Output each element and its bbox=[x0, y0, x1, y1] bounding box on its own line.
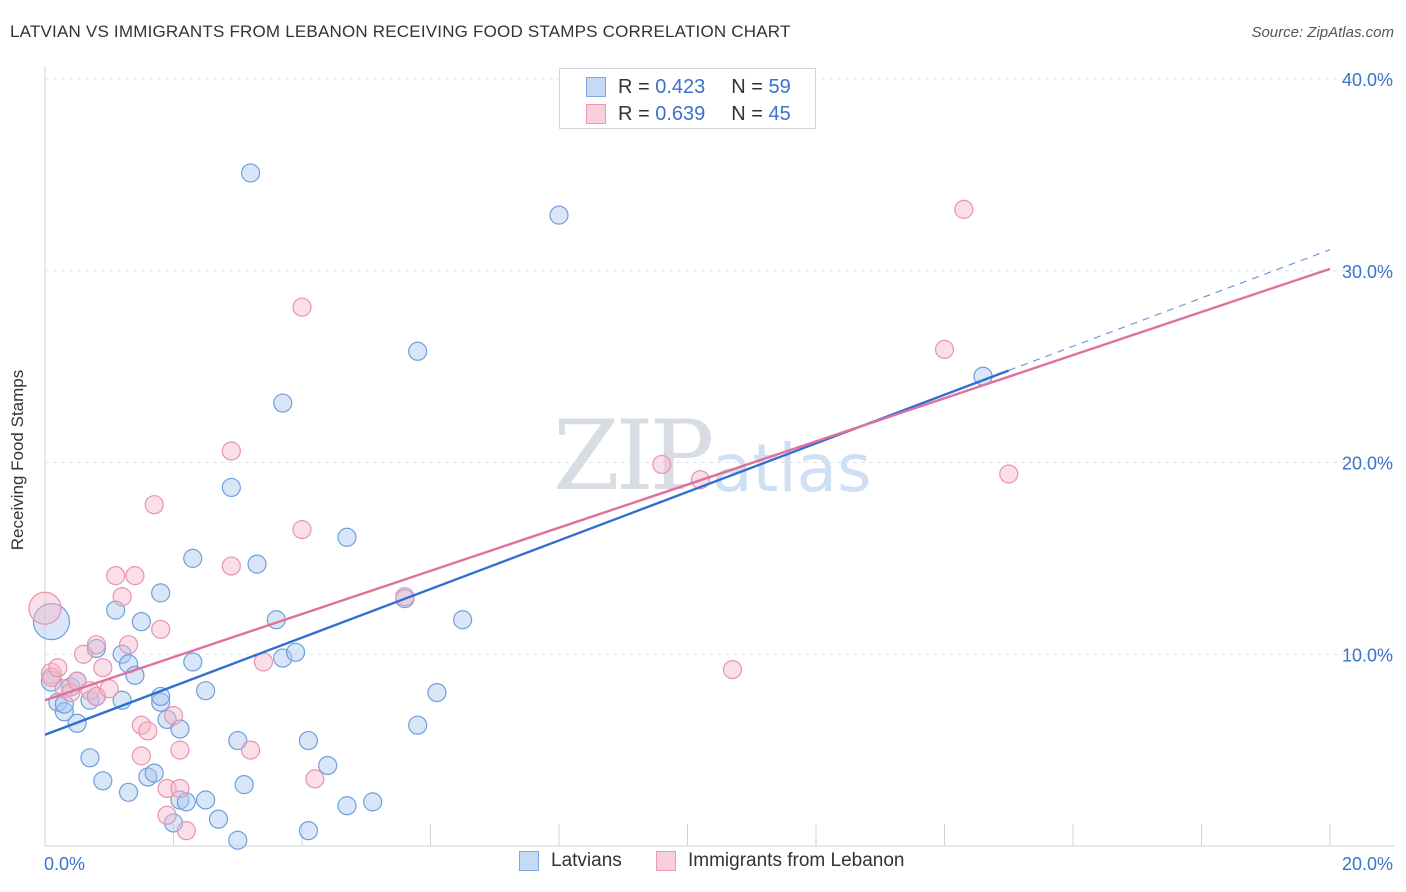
legend-lebanon-swatch bbox=[656, 851, 676, 871]
latvians-point bbox=[183, 548, 203, 568]
lebanon-n-label: N = bbox=[731, 102, 769, 125]
latvians-point bbox=[453, 610, 473, 630]
lebanon-point bbox=[48, 658, 68, 678]
lebanon-point bbox=[292, 520, 312, 540]
legend-latvians-swatch bbox=[519, 851, 539, 871]
lebanon-swatch bbox=[586, 104, 606, 124]
latvians-n-value: 59 bbox=[768, 75, 791, 98]
latvians-point bbox=[151, 692, 171, 712]
y-tick-label: 30.0% bbox=[1342, 262, 1393, 282]
lebanon-n-value: 45 bbox=[768, 102, 791, 125]
x-tick-label-min: 0.0% bbox=[44, 854, 85, 874]
lebanon-point bbox=[652, 454, 672, 475]
latvians-point bbox=[54, 694, 74, 714]
latvians-point bbox=[151, 583, 171, 603]
lebanon-point bbox=[151, 619, 171, 639]
lebanon-point bbox=[125, 566, 145, 586]
latvians-point bbox=[298, 730, 319, 751]
watermark-zip: ZIP bbox=[553, 400, 714, 512]
latvians-point bbox=[427, 682, 447, 703]
latvians-n-label: N = bbox=[731, 75, 769, 98]
latvians-r-value: 0.423 bbox=[655, 75, 706, 98]
lebanon-point bbox=[144, 495, 164, 515]
latvians-point bbox=[54, 702, 74, 722]
lebanon-point bbox=[99, 679, 119, 699]
latvians-point bbox=[549, 205, 569, 225]
lebanon-point bbox=[138, 721, 158, 741]
latvians-point bbox=[247, 554, 267, 574]
latvians-point bbox=[80, 748, 100, 768]
lebanon-r-label: R = bbox=[618, 102, 656, 125]
legend-latvians-label: Latvians bbox=[551, 850, 622, 871]
series-legend: Latvians Immigrants from Lebanon bbox=[0, 850, 1406, 878]
latvians-point bbox=[118, 782, 139, 802]
lebanon-point bbox=[170, 740, 190, 760]
legend-item-latvians: Latvians bbox=[519, 850, 622, 872]
latvians-point bbox=[208, 809, 229, 829]
latvians-point bbox=[228, 830, 248, 850]
lebanon-trend-line bbox=[44, 267, 1331, 702]
lebanon-point bbox=[241, 740, 261, 760]
y-tick-label: 10.0% bbox=[1342, 645, 1393, 665]
lebanon-point bbox=[118, 635, 139, 655]
lebanon-point bbox=[41, 667, 62, 687]
latvians-point bbox=[196, 790, 216, 810]
latvians-point bbox=[408, 715, 428, 735]
latvians-point bbox=[112, 644, 132, 664]
latvians-point bbox=[285, 642, 306, 662]
y-tick-label: 40.0% bbox=[1342, 70, 1393, 90]
lebanon-point bbox=[221, 556, 241, 576]
latvians-point bbox=[337, 527, 357, 547]
chart-title: LATVIAN VS IMMIGRANTS FROM LEBANON RECEI… bbox=[10, 22, 791, 41]
lebanon-point bbox=[131, 746, 151, 766]
latvians-point bbox=[241, 163, 261, 183]
latvians-point bbox=[221, 477, 241, 498]
lebanon-point bbox=[221, 441, 241, 461]
x-tick-label-max: 20.0% bbox=[1342, 854, 1393, 874]
legend-lebanon-label: Immigrants from Lebanon bbox=[688, 850, 905, 871]
latvians-point bbox=[93, 771, 113, 791]
lebanon-point bbox=[163, 706, 184, 726]
lebanon-point bbox=[305, 769, 325, 789]
lebanon-point bbox=[176, 821, 196, 841]
lebanon-point bbox=[954, 199, 974, 219]
latvians-trend-extension bbox=[1008, 249, 1331, 372]
latvians-point bbox=[363, 792, 383, 812]
lebanon-point bbox=[106, 566, 126, 586]
lebanon-point bbox=[28, 591, 62, 625]
lebanon-point bbox=[86, 635, 107, 655]
lebanon-r-value: 0.639 bbox=[655, 102, 706, 125]
lebanon-point bbox=[292, 297, 312, 317]
lebanon-point bbox=[73, 644, 94, 664]
latvians-point bbox=[183, 652, 203, 672]
latvians-point bbox=[196, 681, 216, 701]
lebanon-point bbox=[999, 464, 1019, 484]
latvians-point bbox=[318, 755, 338, 776]
source-label: Source: ZipAtlas.com bbox=[1251, 24, 1394, 41]
latvians-point bbox=[234, 775, 254, 795]
latvians-point bbox=[131, 612, 151, 632]
lebanon-point bbox=[170, 778, 190, 799]
lebanon-point bbox=[112, 587, 132, 607]
lebanon-point bbox=[93, 658, 113, 678]
latvians-r-label: R = bbox=[618, 75, 656, 98]
latvians-point bbox=[273, 393, 293, 413]
legend-row-lebanon: R = 0.639 N = 45 bbox=[586, 101, 791, 127]
latvians-point bbox=[337, 796, 357, 816]
latvians-point bbox=[408, 341, 428, 361]
latvians-swatch bbox=[586, 77, 606, 97]
y-tick-label: 20.0% bbox=[1342, 454, 1393, 474]
latvians-point bbox=[144, 763, 164, 783]
legend-item-lebanon: Immigrants from Lebanon bbox=[656, 850, 905, 872]
y-axis-label: Receiving Food Stamps bbox=[8, 369, 27, 551]
latvians-point bbox=[228, 730, 248, 751]
latvians-point bbox=[298, 821, 319, 841]
legend-row-latvians: R = 0.423 N = 59 bbox=[586, 74, 791, 100]
correlation-legend: R = 0.423 N = 59 R = 0.639 N = 45 bbox=[559, 68, 816, 129]
lebanon-point bbox=[722, 659, 743, 680]
lebanon-point bbox=[934, 339, 955, 359]
lebanon-point bbox=[157, 805, 177, 825]
